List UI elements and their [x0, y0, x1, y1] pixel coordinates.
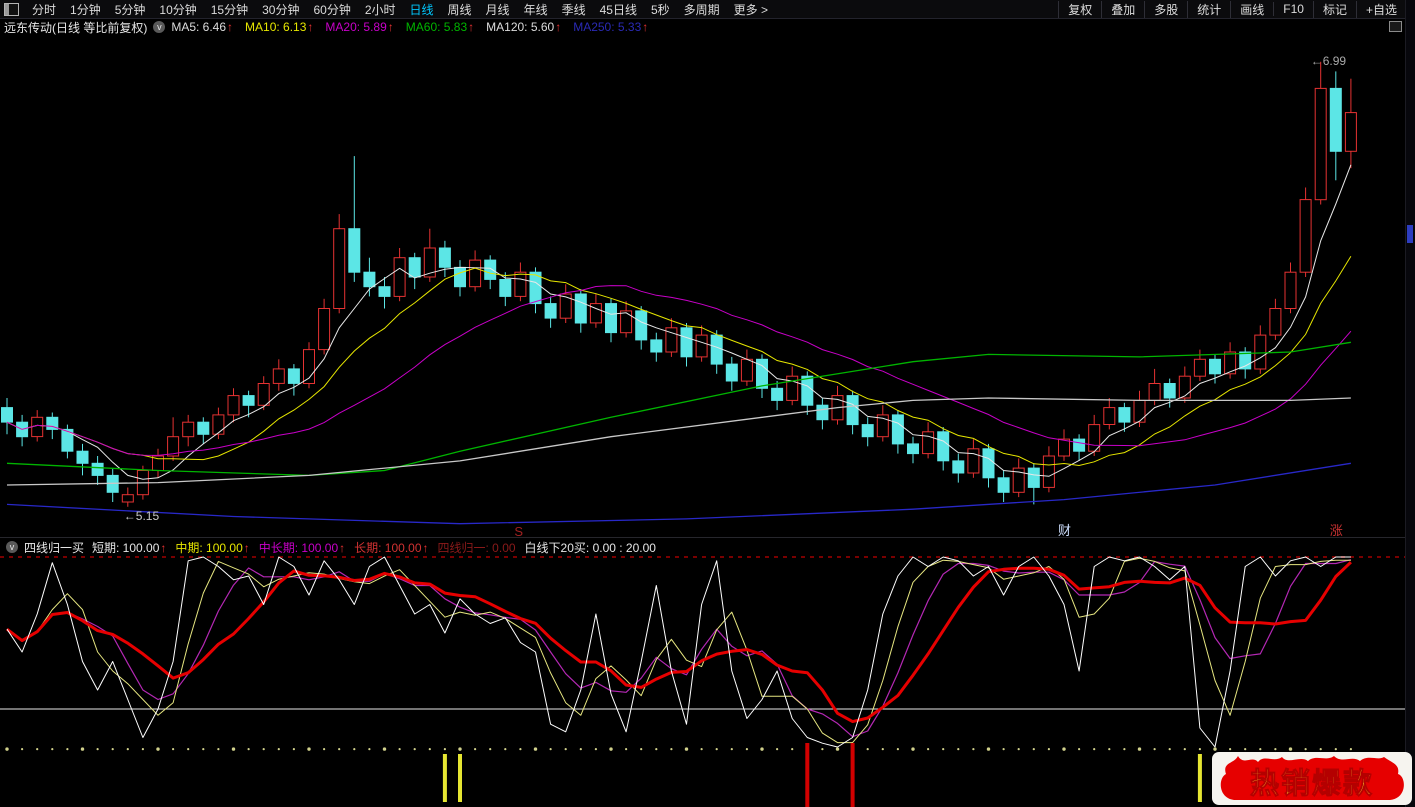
chart-marker: 财: [1058, 523, 1071, 536]
chevron-down-icon[interactable]: v: [153, 21, 166, 33]
ma-value-label: MA60: 5.83↑: [405, 20, 475, 34]
app-window-icon[interactable]: [4, 2, 19, 16]
price-annotation: ←6.99: [1311, 54, 1347, 68]
chart-marker: S: [514, 524, 523, 536]
menu-item[interactable]: 60分钟: [313, 2, 351, 17]
up-arrow-icon: ↑: [642, 20, 649, 34]
top-menu-bar: 分时 1分钟 5分钟 10分钟 15分钟 30分钟 60分钟 2小时 日线 周线 月线 年线 季线 45日…: [0, 0, 1406, 19]
up-arrow-icon: ↑: [160, 540, 167, 555]
indicator-chevron-down-icon[interactable]: v: [6, 541, 18, 553]
menu-item[interactable]: 10分钟: [159, 2, 197, 17]
flame-shape: [1220, 756, 1404, 800]
menu-item[interactable]: 2小时: [364, 2, 396, 17]
tool-menu-item[interactable]: +自选: [1355, 0, 1406, 18]
tool-menu-item[interactable]: 多股: [1144, 0, 1187, 18]
menu-item[interactable]: 季线: [561, 2, 586, 17]
menu-item[interactable]: 日线: [409, 2, 434, 17]
chart-marker: 涨: [1330, 523, 1343, 536]
tool-menu-item[interactable]: 叠加: [1101, 0, 1144, 18]
menu-item[interactable]: 45日线: [599, 2, 637, 17]
buy-signal-bar-yellow: [442, 754, 447, 802]
buy-signal-bar-red: [850, 743, 855, 807]
ma-value-label: MA5: 6.46↑: [171, 20, 234, 34]
indicator-field: 长期: 100.00↑: [354, 540, 429, 555]
menu-item[interactable]: 更多 >: [733, 2, 768, 17]
panel-resize-icon[interactable]: [1389, 21, 1402, 32]
main-candlestick-chart[interactable]: ←6.99 ←5.15 S 财 涨: [0, 35, 1406, 536]
flame-banner-icon: 热销爆款: [1212, 752, 1412, 805]
indicator-field: 中长期: 100.00↑: [258, 540, 346, 555]
menu-item[interactable]: 5秒: [650, 2, 670, 17]
menu-item[interactable]: 多周期: [683, 2, 720, 17]
right-scrollbar[interactable]: [1405, 0, 1415, 807]
buy-signal-bar-yellow: [458, 754, 462, 802]
indicator-field: 短期: 100.00↑: [92, 540, 167, 555]
tool-menu: 复权 叠加 多股 统计 画线 F10 标记 +自选: [1058, 0, 1406, 18]
menu-item[interactable]: 1分钟: [70, 2, 101, 17]
up-arrow-icon: ↑: [422, 540, 429, 555]
indicator-chart[interactable]: [0, 555, 1406, 807]
price-annotation: ←5.15: [124, 509, 160, 523]
tool-menu-item[interactable]: 标记: [1312, 0, 1356, 18]
indicator-fields: 短期: 100.00↑ 中期: 100.00↑ 中长期: 100.00↑ 长期: 10…: [92, 539, 665, 556]
indicator-field: 四线归一: 0.00: [437, 540, 516, 555]
tool-menu-item[interactable]: F10: [1273, 2, 1313, 16]
up-arrow-icon: ↑: [243, 540, 250, 555]
buy-signal-bar-red: [805, 743, 810, 807]
menu-item[interactable]: 年线: [523, 2, 548, 17]
indicator-name[interactable]: 四线归一买: [24, 540, 85, 555]
tool-menu-item[interactable]: 画线: [1230, 0, 1273, 18]
up-arrow-icon: ↑: [468, 20, 475, 34]
up-arrow-icon: ↑: [227, 20, 234, 34]
menu-item[interactable]: 分时: [32, 2, 57, 17]
menu-item[interactable]: 30分钟: [262, 2, 300, 17]
title-bar: 远东传动(日线 等比前复权) v MA5: 6.46↑ MA10: 6.13↑ MA…: [0, 19, 1406, 35]
ma-values: MA5: 6.46↑ MA10: 6.13↑ MA20: 5.89↑ MA60: 5.…: [171, 20, 660, 34]
indicator-field: 中期: 100.00↑: [175, 540, 250, 555]
stock-title: 远东传动(日线 等比前复权): [4, 20, 148, 35]
up-arrow-icon: ↑: [307, 20, 314, 34]
menu-item[interactable]: 15分钟: [210, 2, 249, 17]
up-arrow-icon: ↑: [339, 540, 346, 555]
tool-menu-item[interactable]: 统计: [1187, 0, 1230, 18]
up-arrow-icon: ↑: [387, 20, 394, 34]
menu-item[interactable]: 周线: [447, 2, 472, 17]
promo-banner: 热销爆款: [1212, 752, 1412, 805]
banner-text: 热销爆款: [1250, 767, 1374, 800]
ma-value-label: MA10: 6.13↑: [245, 20, 314, 34]
up-arrow-icon: ↑: [555, 20, 562, 34]
indicator-header: v 四线归一买 短期: 100.00↑ 中期: 100.00↑ 中长期: 100.0…: [0, 537, 1406, 556]
ma-value-label: MA20: 5.89↑: [325, 20, 394, 34]
tool-menu-item[interactable]: 复权: [1058, 0, 1101, 18]
ma-value-label: MA250: 5.33↑: [573, 20, 649, 34]
buy-signal-bar-yellow: [1197, 754, 1202, 802]
menu-item[interactable]: 5分钟: [114, 2, 146, 17]
indicator-field: 白线下20买: 0.00 : 20.00: [524, 540, 656, 555]
scrollbar-thumb[interactable]: [1407, 225, 1413, 243]
period-menu: 分时 1分钟 5分钟 10分钟 15分钟 30分钟 60分钟 2小时 日线 周线 月线 年线 季线 45日…: [25, 1, 775, 18]
menu-item[interactable]: 月线: [485, 2, 510, 17]
ma-value-label: MA120: 5.60↑: [486, 20, 562, 34]
